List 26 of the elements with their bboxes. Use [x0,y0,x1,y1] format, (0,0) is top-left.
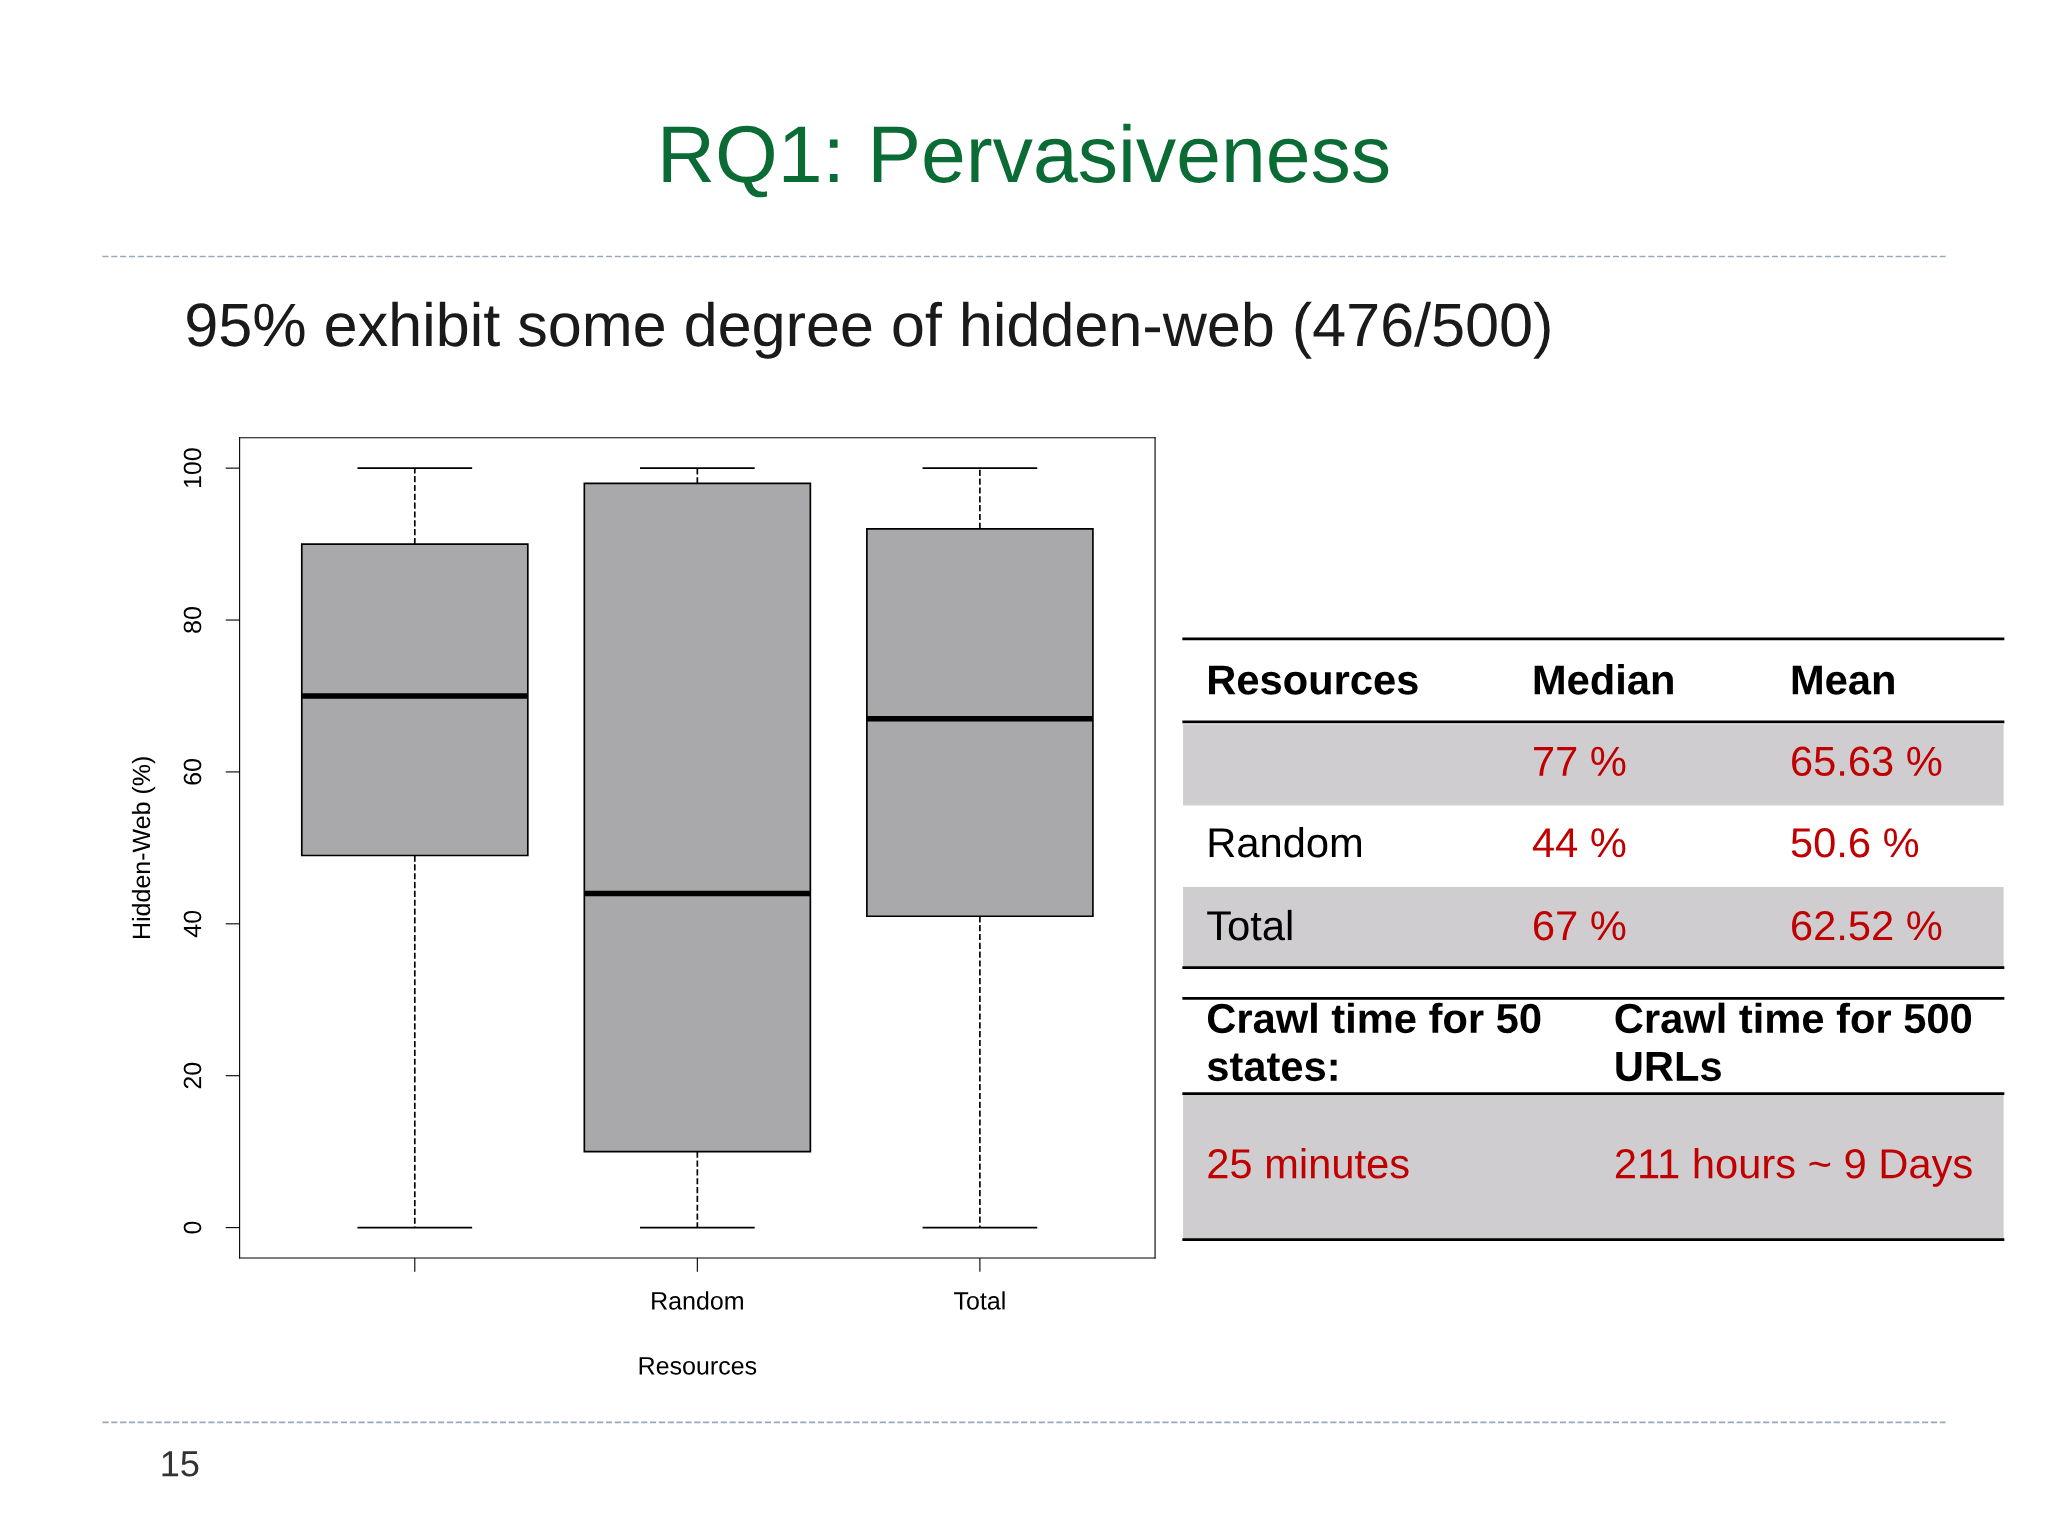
text: 15 [162,1451,199,1477]
text: Mean [1792,665,1894,695]
y-tick-label: 100 [183,448,202,488]
text: 77 % [1534,746,1626,776]
text: 211 hours ~ 9 Days [1615,1147,1972,1187]
text: Random [1209,826,1362,858]
y-tick-label: 20 [183,1062,202,1089]
y-tick-label: 0 [183,1221,202,1234]
x-axis-title: Resources [639,1357,757,1375]
y-tick-label: 40 [183,910,202,938]
y-tick-label: 80 [183,607,202,633]
y-axis-title: Hidden-Web (%) [131,757,156,938]
text: 25 minutes [1208,1147,1409,1179]
text: Resources [1209,665,1418,695]
chart-title: RQ1: Pervasiveness [663,123,1389,198]
text: Crawl time for 500 URLs [1615,1002,1972,1082]
text: 65.63 % [1792,746,1942,777]
text: 62.52 % [1792,910,1942,941]
text: Total [1207,909,1292,941]
y-tick-label: 60 [183,759,202,785]
text: 44 % [1532,828,1626,858]
text: 67 % [1534,910,1626,941]
chart-subtitle: 95% exhibit some degree of hidden-web (476/500) [187,301,1550,359]
text: Median [1534,664,1673,695]
text: 50.6 % [1791,828,1919,858]
text: Crawl time for 50 states: [1207,1002,1541,1082]
